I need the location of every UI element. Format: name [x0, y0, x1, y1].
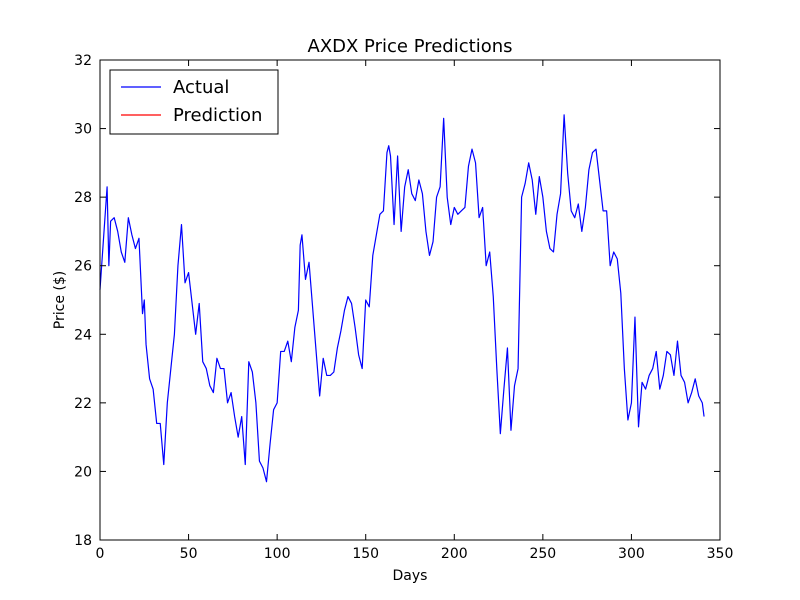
- y-tick-label: 32: [74, 53, 92, 69]
- x-tick-label: 0: [96, 546, 105, 562]
- y-axis-ticks: 18 20 22 24 26 28 30 32: [74, 53, 720, 549]
- x-tick-label: 300: [618, 546, 645, 562]
- x-tick-label: 350: [707, 546, 734, 562]
- legend: Actual Prediction: [109, 69, 279, 135]
- x-tick-label: 150: [352, 546, 379, 562]
- y-tick-label: 18: [74, 533, 92, 549]
- x-tick-label: 200: [441, 546, 468, 562]
- series-line-actual: [99, 114, 705, 483]
- legend-label-prediction: Prediction: [173, 105, 262, 126]
- axes-frame: [99, 59, 721, 541]
- plot-area: [99, 114, 705, 483]
- x-tick-label: 100: [264, 546, 291, 562]
- chart-title: AXDX Price Predictions: [308, 36, 513, 57]
- y-axis-label: Price ($): [52, 271, 68, 329]
- x-axis-label: Days: [393, 568, 428, 584]
- x-tick-label: 50: [180, 546, 198, 562]
- y-tick-label: 26: [74, 259, 92, 275]
- legend-box: [109, 69, 279, 135]
- y-tick-label: 20: [74, 464, 92, 480]
- y-tick-label: 30: [74, 122, 92, 138]
- x-tick-label: 250: [529, 546, 556, 562]
- y-tick-label: 24: [74, 327, 92, 343]
- x-axis-ticks: 0 50 100 150 200 250 300 350: [96, 60, 734, 562]
- y-tick-label: 22: [74, 396, 92, 412]
- legend-label-actual: Actual: [173, 77, 229, 98]
- y-tick-label: 28: [74, 190, 92, 206]
